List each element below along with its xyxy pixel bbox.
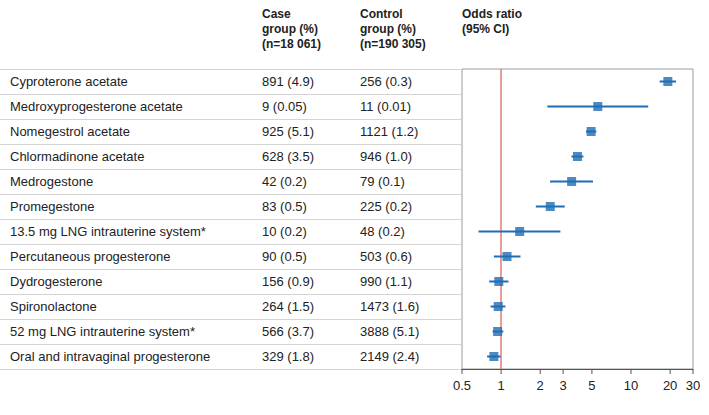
svg-text:79 (0.1): 79 (0.1) — [360, 174, 405, 189]
svg-text:329 (1.8): 329 (1.8) — [262, 349, 314, 364]
svg-text:628 (3.5): 628 (3.5) — [262, 149, 314, 164]
svg-text:20: 20 — [663, 378, 677, 393]
svg-text:Spironolactone: Spironolactone — [10, 299, 97, 314]
svg-text:5: 5 — [588, 378, 595, 393]
svg-text:3888 (5.1): 3888 (5.1) — [360, 324, 419, 339]
svg-text:925 (5.1): 925 (5.1) — [262, 124, 314, 139]
svg-text:11 (0.01): 11 (0.01) — [360, 99, 411, 114]
svg-text:156 (0.9): 156 (0.9) — [262, 274, 314, 289]
svg-text:Percutaneous progesterone: Percutaneous progesterone — [10, 249, 170, 264]
svg-text:42 (0.2): 42 (0.2) — [262, 174, 307, 189]
svg-text:566 (3.7): 566 (3.7) — [262, 324, 314, 339]
svg-text:Dydrogesterone: Dydrogesterone — [10, 274, 103, 289]
svg-text:10: 10 — [624, 378, 638, 393]
svg-text:Promegestone: Promegestone — [10, 199, 95, 214]
svg-text:30: 30 — [686, 378, 700, 393]
svg-text:Case: Case — [262, 7, 291, 21]
svg-text:256 (0.3): 256 (0.3) — [360, 74, 412, 89]
svg-text:(n=190 305): (n=190 305) — [360, 37, 426, 51]
svg-text:225 (0.2): 225 (0.2) — [360, 199, 412, 214]
svg-text:48 (0.2): 48 (0.2) — [360, 224, 405, 239]
svg-text:83 (0.5): 83 (0.5) — [262, 199, 307, 214]
svg-text:Oral and intravaginal progeste: Oral and intravaginal progesterone — [10, 349, 210, 364]
svg-text:Medrogestone: Medrogestone — [10, 174, 93, 189]
svg-text:Medroxyprogesterone acetate: Medroxyprogesterone acetate — [10, 99, 183, 114]
svg-text:503 (0.6): 503 (0.6) — [360, 249, 412, 264]
svg-text:10 (0.2): 10 (0.2) — [262, 224, 307, 239]
svg-text:Cyproterone acetate: Cyproterone acetate — [10, 74, 128, 89]
svg-text:946 (1.0): 946 (1.0) — [360, 149, 412, 164]
svg-text:Nomegestrol acetate: Nomegestrol acetate — [10, 124, 130, 139]
svg-text:3: 3 — [559, 378, 566, 393]
svg-text:90 (0.5): 90 (0.5) — [262, 249, 307, 264]
svg-text:Odds ratio: Odds ratio — [462, 7, 522, 21]
svg-text:Chlormadinone acetate: Chlormadinone acetate — [10, 149, 144, 164]
svg-text:9 (0.05): 9 (0.05) — [262, 99, 307, 114]
svg-text:group (%): group (%) — [262, 22, 318, 36]
svg-text:1: 1 — [497, 378, 504, 393]
svg-text:2: 2 — [537, 378, 544, 393]
svg-text:Control: Control — [360, 7, 403, 21]
svg-text:1473 (1.6): 1473 (1.6) — [360, 299, 419, 314]
svg-text:0.5: 0.5 — [453, 378, 471, 393]
svg-text:52 mg LNG intrauterine system*: 52 mg LNG intrauterine system* — [10, 324, 195, 339]
svg-text:891 (4.9): 891 (4.9) — [262, 74, 314, 89]
svg-text:990 (1.1): 990 (1.1) — [360, 274, 412, 289]
svg-text:(95% CI): (95% CI) — [462, 22, 509, 36]
svg-text:group (%): group (%) — [360, 22, 416, 36]
svg-text:13.5 mg LNG intrauterine syste: 13.5 mg LNG intrauterine system* — [10, 224, 206, 239]
svg-text:(n=18 061): (n=18 061) — [262, 37, 321, 51]
svg-text:1121 (1.2): 1121 (1.2) — [360, 124, 418, 139]
svg-text:264 (1.5): 264 (1.5) — [262, 299, 314, 314]
svg-text:2149 (2.4): 2149 (2.4) — [360, 349, 419, 364]
